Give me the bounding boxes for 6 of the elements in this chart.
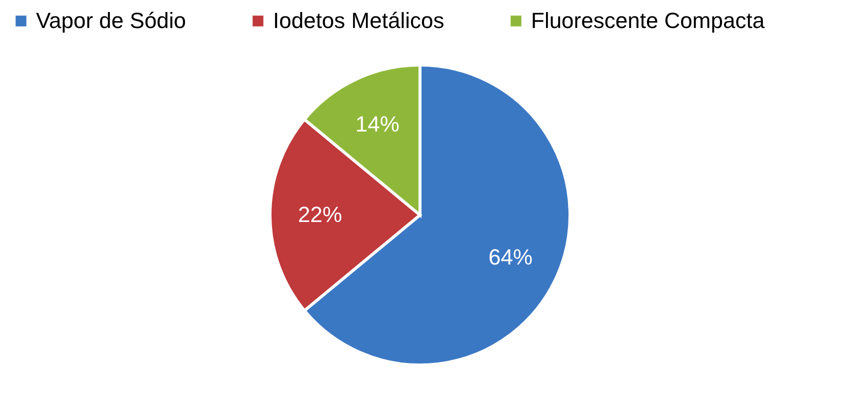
data-label: 14% bbox=[355, 112, 400, 137]
data-label: 22% bbox=[298, 202, 342, 227]
legend-label: Fluorescente Compacta bbox=[531, 8, 766, 33]
legend-label: Iodetos Metálicos bbox=[273, 8, 444, 33]
data-label: 64% bbox=[488, 244, 533, 270]
legend-label: Vapor de Sódio bbox=[36, 8, 186, 33]
